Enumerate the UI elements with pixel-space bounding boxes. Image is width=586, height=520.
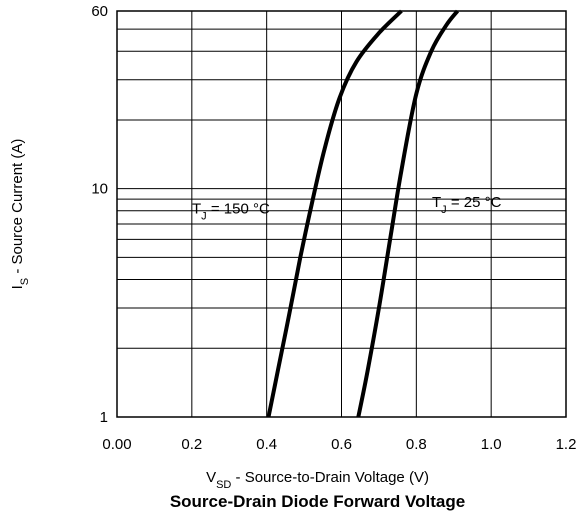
series-group — [266, 9, 460, 418]
x-tick-label: 0.8 — [406, 436, 427, 453]
y-tick-label: 10 — [91, 181, 108, 198]
x-tick-label: 0.6 — [331, 436, 352, 453]
x-tick-label: 1.2 — [556, 436, 577, 453]
plot-frame — [116, 10, 567, 418]
series-line-150c — [266, 9, 403, 418]
y-axis-title: IS - Source Current (A) — [9, 139, 31, 290]
x-axis-title: VSD - Source-to-Drain Voltage (V) — [206, 469, 429, 491]
x-tick-label: 0.4 — [256, 436, 277, 453]
x-tick-label: 1.0 — [481, 436, 502, 453]
grid — [116, 10, 567, 418]
x-tick-label: 0.2 — [181, 436, 202, 453]
x-tick-label: 0.00 — [102, 436, 131, 453]
series-label-25c: TJ = 25 °C — [432, 194, 502, 216]
y-tick-label: 60 — [91, 3, 108, 20]
chart-title: Source-Drain Diode Forward Voltage — [170, 492, 465, 511]
series-label-150c: TJ = 150 °C — [192, 200, 270, 222]
y-tick-label: 1 — [100, 409, 108, 426]
series-line-25c — [356, 9, 460, 418]
tick-labels: 0.00 0.2 0.4 0.6 0.8 1.0 1.2 1 10 60 — [91, 3, 576, 453]
